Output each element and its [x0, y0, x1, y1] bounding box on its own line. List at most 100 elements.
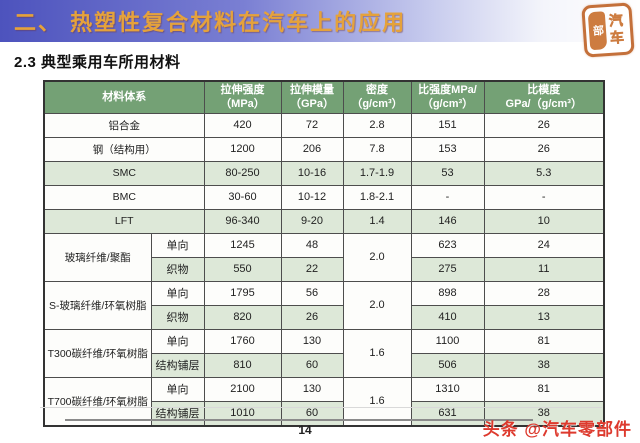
table-cell: 22 [280, 256, 344, 282]
table-cell: 72 [280, 112, 344, 138]
table-cell: 2.8 [342, 112, 412, 138]
table-row: T300碳纤维/环氧树脂 单向 1760 130 1.6 1100 81 [43, 328, 605, 378]
table-cell: 1.8-2.1 [342, 184, 412, 210]
table-cell: 420 [203, 112, 282, 138]
density-cell: 1.6 [342, 376, 412, 427]
density-cell: 2.0 [342, 232, 412, 282]
table-cell: 631 [410, 400, 485, 427]
variant-type-cell: 单向 [150, 376, 205, 402]
table-cell: 810 [203, 352, 282, 378]
table-cell: 10 [483, 208, 605, 234]
table-cell: 11 [483, 256, 605, 282]
column-header: 材料体系 [43, 80, 205, 114]
table-cell: 130 [280, 376, 344, 402]
table-cell: 1.7-1.9 [342, 160, 412, 186]
watermark: 头条 @汽车零部件 [482, 420, 632, 439]
table-cell: 26 [280, 304, 344, 330]
table-cell: 1310 [410, 376, 485, 402]
table-cell: 1100 [410, 328, 485, 354]
table-header-row: 材料体系 拉伸强度 （MPa） 拉伸模量 （GPa） 密度 （g/cm³） 比强度MPa… [43, 80, 605, 114]
material-name-cell: S-玻璃纤维/环氧树脂 [43, 280, 152, 330]
table-cell: 9-20 [280, 208, 344, 234]
variant-type-cell: 单向 [150, 280, 205, 306]
table-row: 铝合金 420 72 2.8 151 26 [43, 112, 605, 138]
table-cell: 623 [410, 232, 485, 258]
density-cell: 1.6 [342, 328, 412, 378]
material-name-cell: T300碳纤维/环氧树脂 [43, 328, 152, 378]
table-cell: 820 [203, 304, 282, 330]
table-cell: 898 [410, 280, 485, 306]
column-header: 比强度MPa/ （g/cm³） [410, 80, 485, 114]
table-row: 织物 550 22 275 11 [44, 256, 605, 282]
seal-char-che: 车 [609, 28, 625, 46]
column-header: 密度 （g/cm³） [342, 80, 412, 114]
table-cell: 56 [280, 280, 344, 306]
table-cell: 1200 [203, 136, 282, 162]
table-cell: 13 [483, 304, 605, 330]
table-cell: 26 [483, 136, 605, 162]
table-row: 钢（结构用） 1200 206 7.8 153 26 [43, 136, 605, 162]
table-cell: 60 [280, 352, 344, 378]
table-cell: - [483, 184, 605, 210]
table-row: LFT 96-340 9-20 1.4 146 10 [43, 208, 605, 234]
table-cell: 10-12 [280, 184, 344, 210]
table-cell: 30-60 [203, 184, 282, 210]
table-cell: 1795 [203, 280, 282, 306]
table-cell: 506 [410, 352, 485, 378]
table-cell: 153 [410, 136, 485, 162]
page-number: 14 [298, 423, 312, 437]
table-cell: 53 [410, 160, 485, 186]
table-cell: 7.8 [342, 136, 412, 162]
table-cell: 206 [280, 136, 344, 162]
table-cell: 96-340 [203, 208, 282, 234]
table-row: 玻璃纤维/聚酯 单向 1245 48 2.0 623 24 [43, 232, 605, 282]
table-cell: 28 [483, 280, 605, 306]
material-name-cell: 钢（结构用） [43, 136, 205, 162]
material-name-cell: SMC [43, 160, 205, 186]
material-name-cell: BMC [43, 184, 205, 210]
table-cell: 38 [483, 400, 605, 427]
table-cell: 130 [280, 328, 344, 354]
materials-table: 材料体系 拉伸强度 （MPa） 拉伸模量 （GPa） 密度 （g/cm³） 比强度MPa… [43, 80, 605, 427]
column-header: 拉伸模量 （GPa） [280, 80, 344, 114]
table-cell: 26 [483, 112, 605, 138]
table-cell: 10-16 [280, 160, 344, 186]
material-name-cell: LFT [43, 208, 205, 234]
table-row: SMC 80-250 10-16 1.7-1.9 53 5.3 [43, 160, 605, 186]
material-name-cell: T700碳纤维/环氧树脂 [43, 376, 152, 427]
column-header: 拉伸强度 （MPa） [203, 80, 282, 114]
table-row: T700碳纤维/环氧树脂 单向 2100 130 1.6 1310 81 [43, 376, 605, 427]
table-cell: 60 [280, 400, 344, 427]
table-row: 结构铺层 1010 60 631 38 [44, 400, 605, 427]
table-cell: 151 [410, 112, 485, 138]
section-subtitle: 2.3 典型乘用车所用材料 [14, 54, 181, 71]
table-cell: 81 [483, 328, 605, 354]
footer-divider [65, 419, 533, 421]
material-name-cell: 铝合金 [43, 112, 205, 138]
seal-left-char: 部 [591, 24, 604, 38]
variant-type-cell: 织物 [150, 256, 205, 282]
table-row: S-玻璃纤维/环氧树脂 单向 1795 56 2.0 898 28 [43, 280, 605, 330]
table-cell: 5.3 [483, 160, 605, 186]
column-header: 比模度 GPa/（g/cm³） [483, 80, 605, 114]
seal-characters: 汽 车 [605, 12, 628, 46]
footer-divider-light [40, 407, 602, 408]
table-cell: 146 [410, 208, 485, 234]
table-cell: 1.4 [342, 208, 412, 234]
variant-type-cell: 单向 [150, 232, 205, 258]
table-cell: 38 [483, 352, 605, 378]
slide-title: 二、 热塑性复合材料在汽车上的应用 [14, 10, 407, 35]
slide-title-bar: 二、 热塑性复合材料在汽车上的应用 [0, 0, 640, 42]
table-cell: 550 [203, 256, 282, 282]
table-cell: 275 [410, 256, 485, 282]
table-cell: 410 [410, 304, 485, 330]
table-cell: 24 [483, 232, 605, 258]
table-cell: 1010 [203, 400, 282, 427]
materials-table-container: 材料体系 拉伸强度 （MPa） 拉伸模量 （GPa） 密度 （g/cm³） 比强度MPa… [43, 80, 640, 427]
material-name-cell: 玻璃纤维/聚酯 [43, 232, 152, 282]
seal-char-qi: 汽 [608, 12, 624, 30]
variant-type-cell: 结构铺层 [150, 352, 205, 378]
density-cell: 2.0 [342, 280, 412, 330]
table-cell: 48 [280, 232, 344, 258]
materials-table-body: 铝合金 420 72 2.8 151 26 钢（结构用） 1200 206 7.8 153 26 SMC… [43, 112, 605, 427]
